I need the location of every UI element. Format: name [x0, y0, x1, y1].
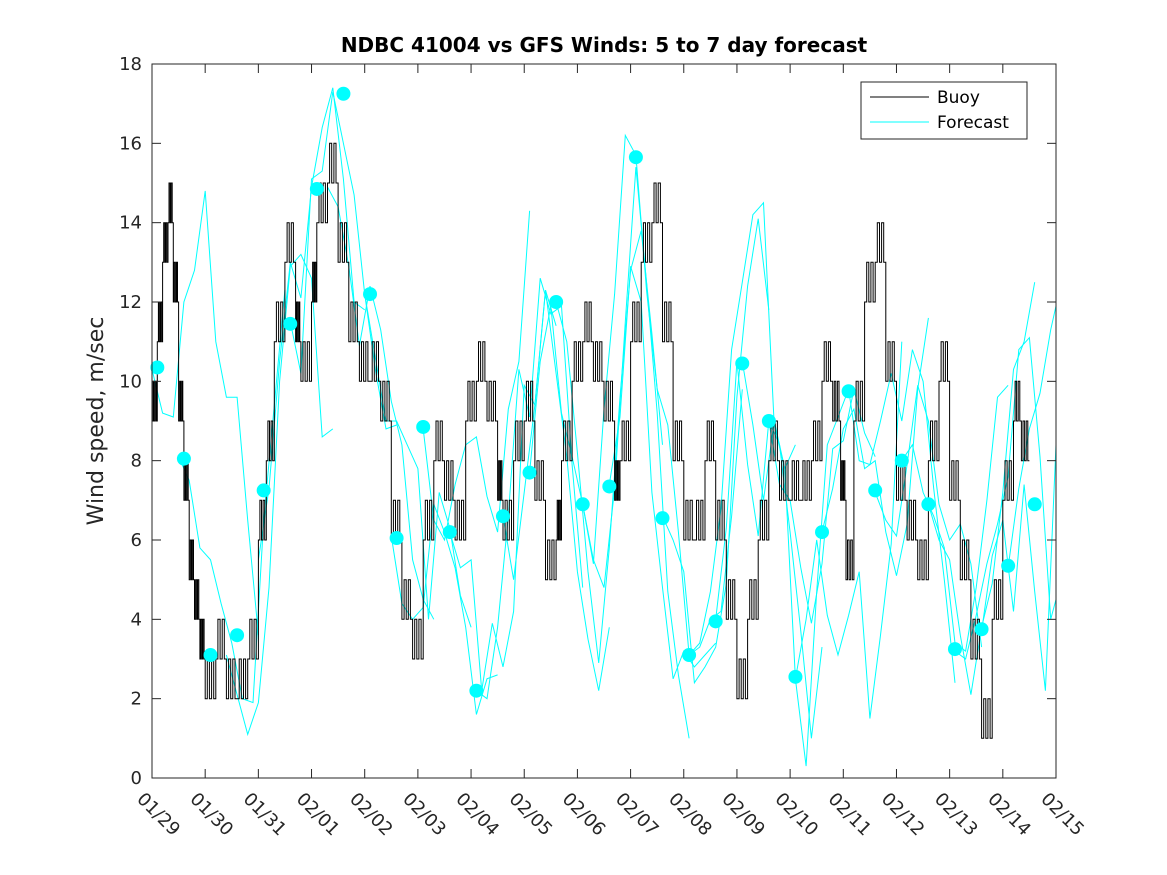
forecast-point	[442, 525, 457, 540]
forecast-point	[416, 419, 431, 434]
forecast-line	[794, 341, 903, 719]
forecast-line	[582, 167, 690, 739]
forecast-line	[327, 186, 435, 620]
forecast-point	[363, 287, 378, 302]
legend-forecast-label: Forecast	[937, 113, 1009, 133]
y-tick-label: 8	[131, 451, 142, 472]
forecast-point	[389, 531, 404, 546]
forecast-point	[1027, 497, 1042, 512]
forecast-point	[868, 483, 883, 498]
forecast-point	[469, 683, 484, 698]
forecast-point	[628, 150, 643, 165]
buoy-series-group	[152, 142, 1030, 739]
legend-buoy-label: Buoy	[937, 88, 980, 108]
forecast-line	[821, 317, 929, 576]
y-tick-label: 6	[131, 530, 142, 551]
forecast-point	[495, 509, 510, 524]
forecast-point	[974, 622, 989, 637]
forecast-line	[422, 210, 531, 542]
forecast-point	[283, 316, 298, 331]
forecast-line	[1007, 305, 1056, 568]
y-tick-label: 18	[119, 54, 142, 75]
y-tick-label: 2	[131, 689, 142, 710]
y-tick-label: 10	[119, 371, 142, 392]
y-tick-label: 4	[131, 609, 142, 630]
forecast-point	[256, 483, 271, 498]
forecast-point	[602, 479, 617, 494]
forecast-line	[662, 218, 770, 685]
forecast-point	[336, 86, 351, 101]
forecast-line	[608, 266, 717, 679]
forecast-marker-group	[150, 86, 1042, 698]
forecast-point	[522, 465, 537, 480]
forecast-line	[768, 389, 876, 624]
forecast-point	[735, 356, 750, 371]
legend-box	[860, 81, 1028, 140]
forecast-point	[841, 384, 856, 399]
y-tick-label: 12	[119, 292, 142, 313]
forecast-point	[575, 497, 590, 512]
chart-title: NDBC 41004 vs GFS Winds: 5 to 7 day fore…	[341, 33, 868, 57]
y-axis-title: Wind speed, m/sec	[84, 317, 109, 526]
plot-frame	[151, 63, 1057, 779]
forecast-point	[894, 453, 909, 468]
forecast-line	[476, 278, 584, 700]
forecast-point	[788, 669, 803, 684]
forecast-point	[176, 451, 191, 466]
forecast-line	[502, 290, 610, 691]
forecast-point	[655, 511, 670, 526]
y-tick-label: 14	[119, 213, 142, 234]
forecast-point	[203, 648, 218, 663]
forecast-point	[230, 628, 245, 643]
forecast-line	[225, 253, 334, 737]
forecast-line	[289, 91, 397, 430]
forecast-line	[178, 290, 286, 704]
y-tick-label: 16	[119, 133, 142, 154]
forecast-point	[150, 360, 165, 375]
forecast-point	[682, 648, 697, 663]
y-axis: 0 2 4 6 8 10 12 14 16 18	[119, 54, 1056, 789]
forecast-line	[152, 190, 259, 636]
forecast-point	[921, 497, 936, 512]
forecast-line	[874, 385, 983, 648]
buoy-line	[152, 142, 1030, 739]
forecast-line	[848, 349, 956, 683]
forecast-point	[708, 614, 723, 629]
legend: Buoy Forecast	[860, 81, 1028, 140]
y-tick-label: 0	[131, 768, 142, 789]
forecast-point	[1001, 558, 1016, 573]
forecast-point	[761, 414, 776, 428]
forecast-point	[815, 525, 830, 540]
forecast-point	[309, 181, 324, 196]
forecast-point	[947, 642, 962, 657]
forecast-point	[549, 295, 564, 309]
forecast-line	[981, 444, 1056, 691]
